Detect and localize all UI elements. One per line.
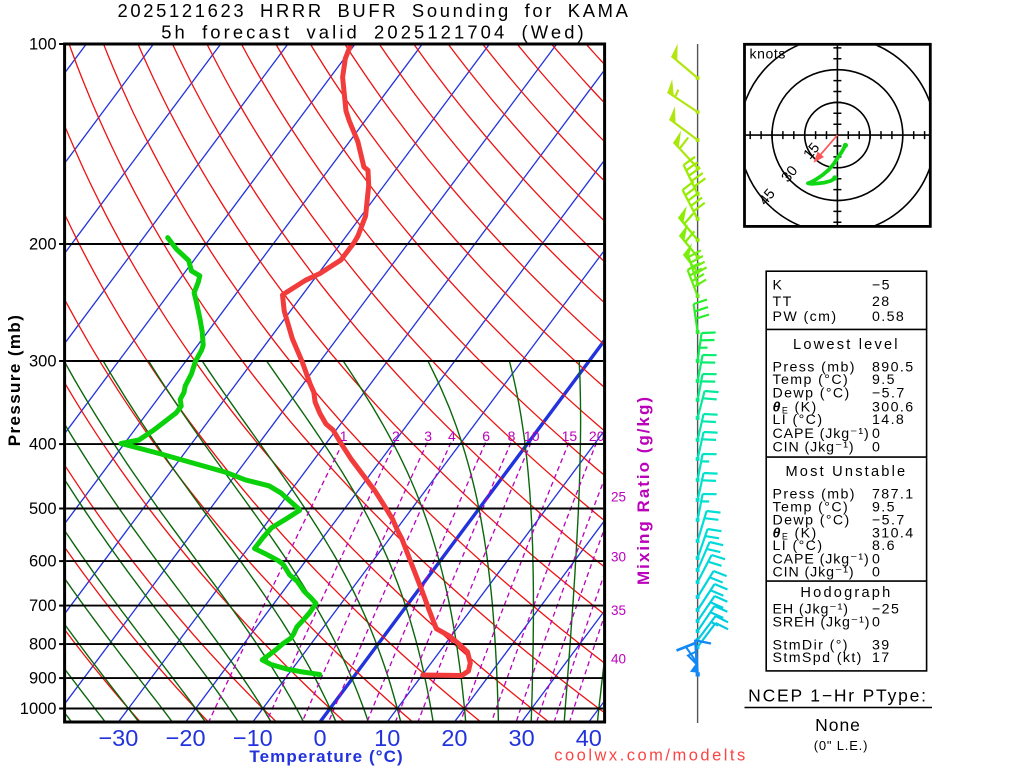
svg-text:100: 100 — [29, 36, 57, 54]
svg-text:1: 1 — [340, 428, 348, 444]
svg-text:Mixing Ratio (g/kg): Mixing Ratio (g/kg) — [634, 395, 653, 585]
svg-text:−30: −30 — [98, 725, 138, 751]
svg-text:Pressure (mb): Pressure (mb) — [5, 314, 24, 447]
svg-text:0.58: 0.58 — [872, 309, 905, 325]
svg-text:(0" L.E.): (0" L.E.) — [814, 738, 868, 753]
svg-text:28: 28 — [872, 294, 891, 310]
svg-text:300: 300 — [29, 353, 57, 371]
svg-text:None: None — [815, 715, 861, 735]
svg-text:200: 200 — [29, 236, 57, 254]
svg-text:4: 4 — [448, 428, 456, 444]
svg-text:5h forecast valid 2025121704 (: 5h forecast valid 2025121704 (Wed) — [161, 22, 587, 43]
svg-text:35: 35 — [611, 603, 626, 618]
svg-text:3: 3 — [424, 428, 432, 444]
svg-text:K: K — [773, 278, 784, 294]
svg-text:40: 40 — [611, 652, 626, 667]
svg-text:coolwx.com/modelts: coolwx.com/modelts — [554, 747, 748, 765]
svg-text:PW (cm): PW (cm) — [773, 309, 838, 325]
svg-text:2: 2 — [392, 428, 400, 444]
svg-text:Temperature (°C): Temperature (°C) — [249, 747, 403, 766]
svg-text:20: 20 — [589, 428, 605, 444]
svg-text:TT: TT — [773, 294, 793, 310]
svg-text:900: 900 — [29, 670, 57, 688]
svg-text:0: 0 — [872, 615, 881, 631]
svg-text:Most Unstable: Most Unstable — [785, 464, 907, 480]
svg-text:Hodograph: Hodograph — [800, 585, 892, 601]
svg-text:StmSpd (kt): StmSpd (kt) — [773, 650, 863, 666]
svg-text:1000: 1000 — [20, 700, 57, 718]
svg-text:17: 17 — [872, 650, 891, 666]
svg-text:700: 700 — [29, 597, 57, 615]
svg-text:0: 0 — [872, 439, 881, 455]
svg-text:600: 600 — [29, 553, 57, 571]
svg-text:0: 0 — [872, 565, 881, 581]
svg-text:800: 800 — [29, 636, 57, 654]
svg-text:−5: −5 — [872, 278, 891, 294]
svg-text:10: 10 — [524, 428, 540, 444]
svg-text:400: 400 — [29, 436, 57, 454]
svg-text:8: 8 — [508, 428, 516, 444]
svg-text:−20: −20 — [166, 725, 206, 751]
svg-text:500: 500 — [29, 500, 57, 518]
svg-text:2025121623 HRRR BUFR Sounding: 2025121623 HRRR BUFR Sounding for KAMA — [117, 0, 630, 21]
svg-text:15: 15 — [562, 428, 578, 444]
svg-text:CIN (Jkg⁻¹): CIN (Jkg⁻¹) — [773, 439, 855, 455]
svg-text:25: 25 — [611, 490, 626, 505]
svg-text:NCEP 1−Hr PType:: NCEP 1−Hr PType: — [748, 686, 928, 706]
svg-text:30: 30 — [509, 725, 535, 751]
svg-text:Lowest level: Lowest level — [793, 337, 900, 353]
svg-text:20: 20 — [441, 725, 467, 751]
svg-text:30: 30 — [611, 550, 626, 565]
svg-text:6: 6 — [482, 428, 490, 444]
svg-text:SREH (Jkg⁻¹): SREH (Jkg⁻¹) — [773, 615, 871, 631]
svg-text:knots: knots — [750, 46, 786, 62]
svg-text:CIN (Jkg⁻¹): CIN (Jkg⁻¹) — [773, 565, 855, 581]
